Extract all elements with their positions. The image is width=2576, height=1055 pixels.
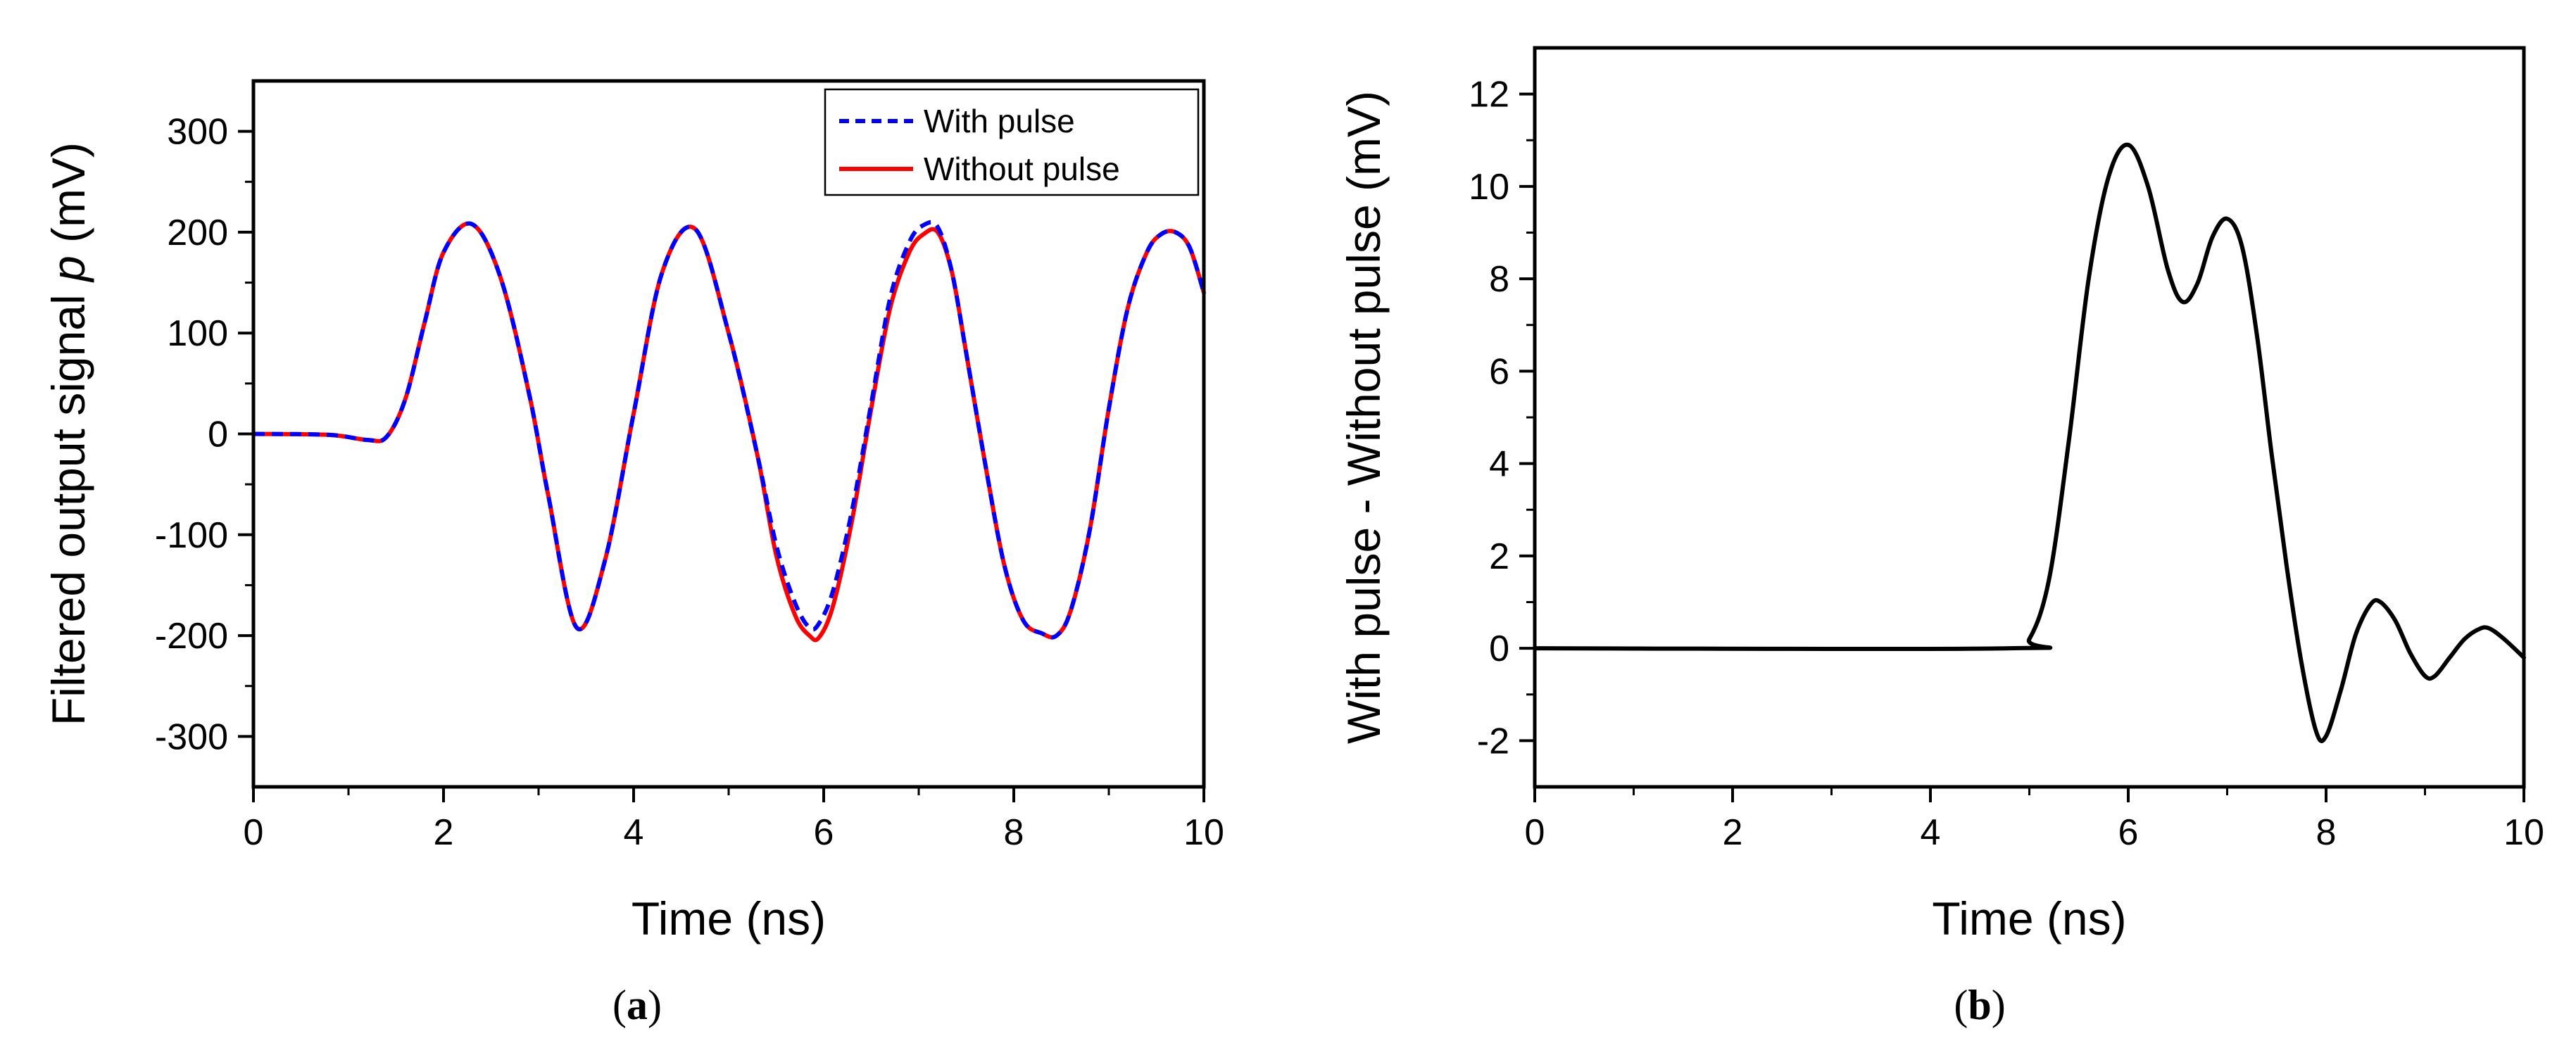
x-tick-label-b-2: 4 bbox=[1921, 812, 1941, 853]
y-tick-label-b-1: 0 bbox=[1489, 628, 1509, 669]
x-tick-label-b-3: 6 bbox=[2118, 812, 2139, 853]
legend-box-a bbox=[824, 88, 1200, 196]
axis-ticks-b: 0 2 4 6 8 10 -2 0 2 4 6 8 10 12 bbox=[1469, 75, 2544, 853]
y-axis-title-b: With pulse - Without pulse (mV) bbox=[1338, 91, 1390, 744]
series-line-b-with-pulse-without-pulse bbox=[1533, 142, 2526, 743]
y-axis-title-a: Filtered output signal p (mV) bbox=[42, 142, 94, 726]
y-tick-label-b-6: 10 bbox=[1469, 167, 1509, 208]
y-tick-label-a-0: -300 bbox=[155, 716, 228, 757]
x-tick-label-a-0: 0 bbox=[244, 812, 264, 853]
x-tick-label-b-5: 10 bbox=[2503, 812, 2544, 853]
x-tick-label-a-4: 8 bbox=[1004, 812, 1024, 853]
plot-area-a bbox=[251, 220, 1206, 643]
x-tick-label-a-5: 10 bbox=[1183, 812, 1224, 853]
chart-panel-a: 0 2 4 6 8 10 -300 -200 -100 0 100 200 300 With pulse… bbox=[42, 79, 1224, 1028]
y-tick-label-a-3: 0 bbox=[208, 415, 228, 455]
panel-label-b: (b) bbox=[1954, 982, 2005, 1028]
y-tick-label-b-5: 8 bbox=[1489, 259, 1509, 300]
y-tick-label-b-0: -2 bbox=[1477, 721, 1509, 762]
y-tick-label-a-2: -100 bbox=[155, 515, 228, 556]
axis-ticks-a: 0 2 4 6 8 10 -300 -200 -100 0 100 200 300 bbox=[155, 112, 1224, 853]
y-tick-label-a-4: 100 bbox=[167, 313, 228, 354]
x-axis-title-a: Time (ns) bbox=[632, 892, 826, 945]
y-tick-label-a-6: 300 bbox=[167, 112, 228, 153]
series-line-a-without-pulse bbox=[251, 221, 1206, 643]
y-tick-label-b-2: 2 bbox=[1489, 536, 1509, 577]
y-axis-title-a-suffix: (mV) bbox=[42, 142, 94, 255]
legend-a: With pulse Without pulse bbox=[824, 88, 1200, 196]
x-tick-label-a-2: 4 bbox=[624, 812, 644, 853]
panel-label-a: (a) bbox=[612, 982, 662, 1028]
x-tick-label-b-4: 8 bbox=[2316, 812, 2337, 853]
y-tick-label-a-5: 200 bbox=[167, 213, 228, 253]
plot-frame-b bbox=[1533, 46, 2526, 789]
series-line-a-with-pulse bbox=[253, 220, 1206, 640]
y-tick-label-b-4: 6 bbox=[1489, 351, 1509, 392]
y-axis-title-a-variable: p bbox=[42, 255, 94, 283]
x-tick-label-a-3: 6 bbox=[814, 812, 834, 853]
y-axis-title-a-prefix: Filtered output signal bbox=[42, 282, 94, 726]
x-tick-label-b-1: 2 bbox=[1723, 812, 1743, 853]
y-tick-label-a-1: -200 bbox=[155, 616, 228, 657]
chart-panel-b: 0 2 4 6 8 10 -2 0 2 4 6 8 10 12 Time (ns) With pulse … bbox=[1338, 46, 2544, 1028]
y-tick-label-b-7: 12 bbox=[1469, 75, 1509, 115]
y-tick-label-b-3: 4 bbox=[1489, 444, 1509, 485]
panel-label-b-letter: b bbox=[1968, 982, 1991, 1028]
legend-label-without-pulse: Without pulse bbox=[924, 151, 1120, 187]
panel-label-a-letter: a bbox=[627, 982, 648, 1028]
x-tick-label-b-0: 0 bbox=[1525, 812, 1545, 853]
plot-area-b bbox=[1533, 142, 2526, 743]
x-axis-title-b: Time (ns) bbox=[1932, 892, 2126, 945]
x-tick-label-a-1: 2 bbox=[434, 812, 454, 853]
legend-label-with-pulse: With pulse bbox=[924, 103, 1075, 139]
